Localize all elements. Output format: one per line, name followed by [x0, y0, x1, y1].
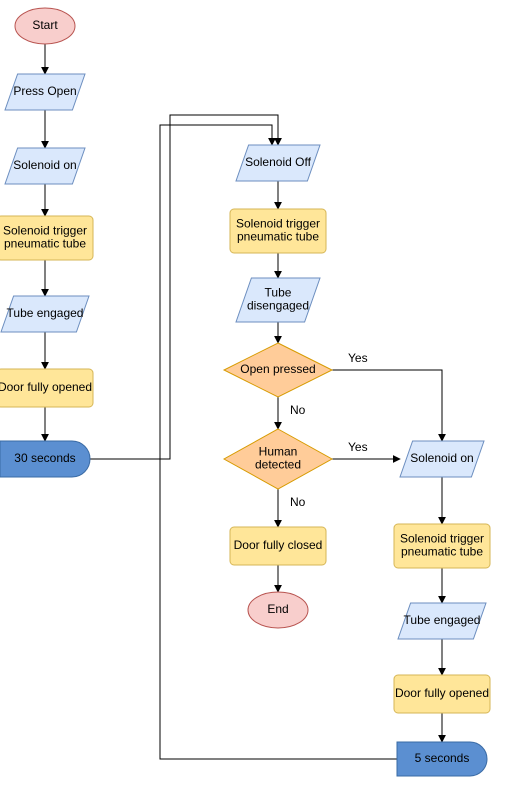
node-end-label: End — [267, 602, 288, 616]
edge-label-humanq-closed: No — [290, 495, 306, 509]
node-trig2-label: Solenoid triggerpneumatic tube — [236, 217, 320, 244]
node-press: Press Open — [5, 74, 85, 110]
node-tube3: Tube engaged — [398, 603, 486, 639]
edge-openq-sol_on2 — [332, 370, 442, 441]
node-sol_on1-label: Solenoid on — [13, 158, 76, 172]
node-humanq: Humandetected — [224, 429, 332, 489]
node-sol_off-label: Solenoid Off — [245, 155, 311, 169]
node-start-label: Start — [32, 18, 58, 32]
node-trig2: Solenoid triggerpneumatic tube — [230, 209, 326, 253]
node-sol_on2-label: Solenoid on — [410, 451, 473, 465]
node-door1: Door fully opened — [0, 369, 93, 407]
node-sol_on2: Solenoid on — [400, 441, 484, 477]
node-sol_off: Solenoid Off — [236, 145, 320, 181]
node-press-label: Press Open — [13, 84, 76, 98]
node-door1-label: Door fully opened — [0, 380, 92, 394]
node-door3-label: Door fully opened — [395, 686, 489, 700]
node-tube1: Tube engaged — [1, 296, 89, 332]
node-humanq-label: Humandetected — [255, 445, 301, 472]
node-trig3-label: Solenoid triggerpneumatic tube — [400, 532, 484, 559]
edge-label-openq-humanq: No — [290, 403, 306, 417]
node-start: Start — [15, 8, 75, 44]
edge-label-openq-sol_on2: Yes — [348, 351, 368, 365]
node-door3: Door fully opened — [394, 675, 490, 713]
node-tube3-label: Tube engaged — [404, 613, 481, 627]
edge-label-humanq-sol_on2: Yes — [348, 440, 368, 454]
flowchart-canvas: No Yes No Yes Start Press Open Solenoid on Sole… — [0, 0, 519, 790]
node-openq: Open pressed — [224, 343, 332, 397]
node-trig3: Solenoid triggerpneumatic tube — [394, 524, 490, 568]
node-openq-label: Open pressed — [240, 362, 315, 376]
node-sol_on1: Solenoid on — [5, 148, 85, 184]
node-trig1-label: Solenoid triggerpneumatic tube — [3, 224, 87, 251]
node-wait30-label: 30 seconds — [14, 451, 75, 465]
node-closed: Door fully closed — [230, 527, 326, 565]
node-wait5: 5 seconds — [397, 742, 487, 776]
node-wait5-label: 5 seconds — [415, 751, 470, 765]
edges-layer: No Yes No Yes — [45, 44, 442, 759]
nodes-layer: Start Press Open Solenoid on Solenoid trigg… — [0, 8, 490, 776]
node-tube_dis: Tubedisengaged — [236, 278, 320, 322]
node-wait30: 30 seconds — [0, 441, 90, 477]
node-tube1-label: Tube engaged — [7, 306, 84, 320]
node-trig1: Solenoid triggerpneumatic tube — [0, 216, 93, 260]
node-closed-label: Door fully closed — [234, 538, 323, 552]
node-end: End — [248, 592, 308, 628]
